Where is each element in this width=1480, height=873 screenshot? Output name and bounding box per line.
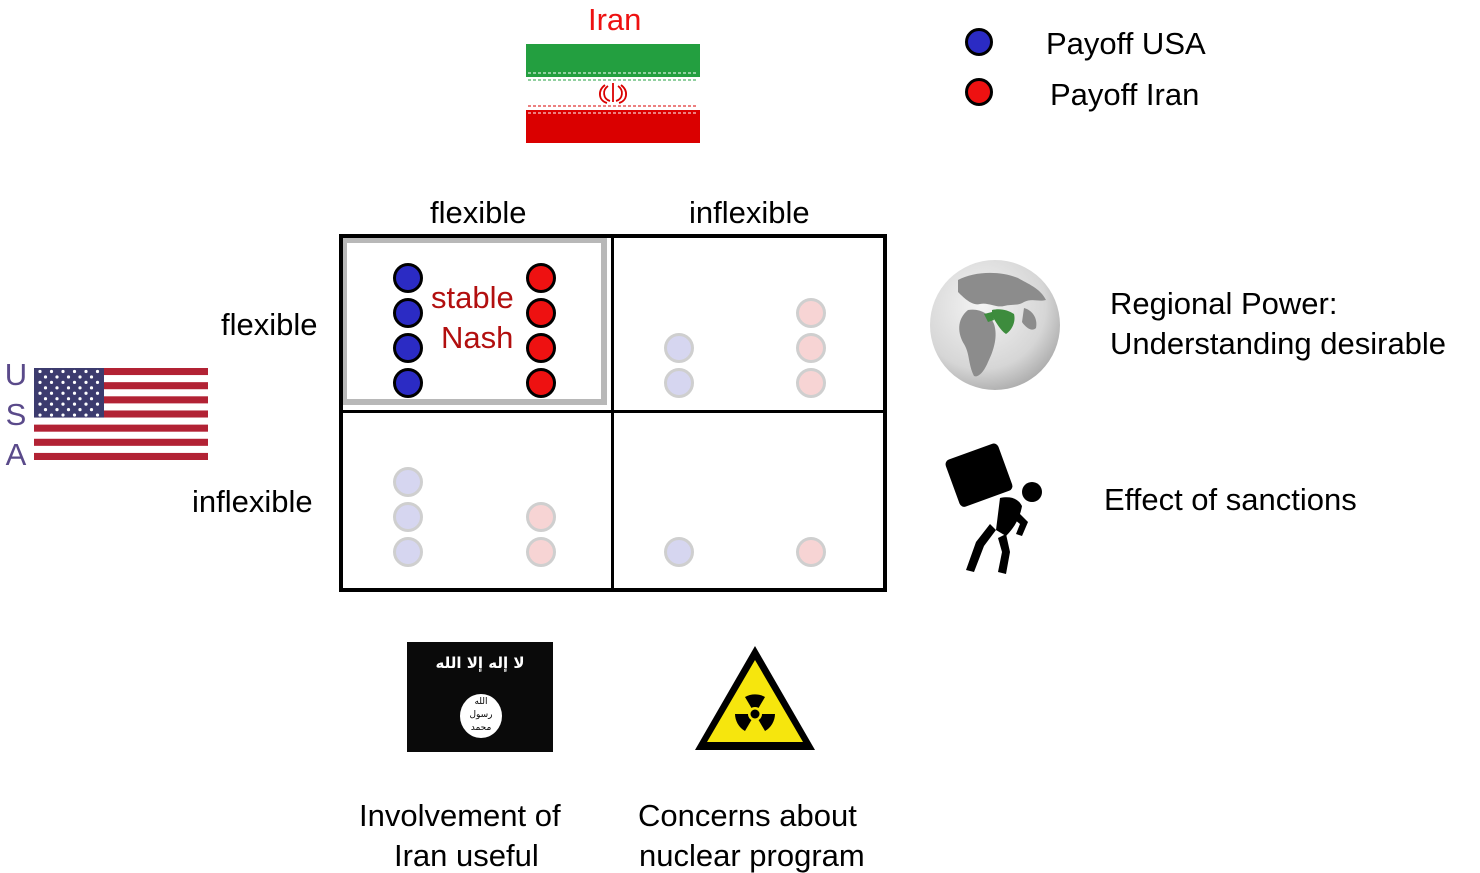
iran-flag-icon xyxy=(526,44,700,143)
isis-flag-seal: الله رسول محمد xyxy=(460,694,502,738)
usa-payoff-marker xyxy=(393,333,423,363)
iran-payoff-marker xyxy=(526,298,556,328)
usa-payoff-marker xyxy=(393,467,423,497)
isis-seal-line1: الله xyxy=(474,697,488,707)
legend-usa-marker xyxy=(965,28,993,56)
burden-carrier-icon xyxy=(945,443,1042,574)
usa-letter-a: A xyxy=(5,437,27,472)
sanctions-label: Effect of sanctions xyxy=(1104,482,1357,517)
nash-label-line2: Nash xyxy=(441,320,514,355)
iran-player-label: Iran xyxy=(588,2,642,37)
isis-flag-icon: لا إله إلا الله الله رسول محمد xyxy=(407,642,553,752)
iran-payoff-marker xyxy=(526,368,556,398)
regional-power-title: Regional Power: xyxy=(1110,286,1338,321)
nash-highlight-box xyxy=(341,237,607,405)
iran-payoff-marker xyxy=(526,263,556,293)
usa-player-label: U S A xyxy=(2,355,30,475)
iran-payoff-marker xyxy=(526,333,556,363)
iran-payoff-marker xyxy=(796,333,826,363)
usa-payoff-marker xyxy=(393,502,423,532)
column-header-flexible: flexible xyxy=(430,195,527,230)
matrix-border-right xyxy=(883,234,887,592)
radiation-warning-icon xyxy=(695,646,815,750)
nuclear-label-line2: nuclear program xyxy=(639,838,865,873)
row-header-flexible: flexible xyxy=(221,307,318,342)
iran-payoff-marker xyxy=(796,298,826,328)
iran-payoff-marker xyxy=(796,537,826,567)
usa-payoff-marker xyxy=(393,537,423,567)
iran-payoff-marker xyxy=(526,502,556,532)
matrix-border-left xyxy=(339,234,343,592)
usa-payoff-marker xyxy=(393,298,423,328)
iran-payoff-marker xyxy=(796,368,826,398)
isis-label-line2: Iran useful xyxy=(394,838,539,873)
globe-icon xyxy=(930,260,1060,390)
legend-iran-label: Payoff Iran xyxy=(1050,77,1200,112)
usa-letter-s: S xyxy=(5,397,27,432)
nash-label-line1: stable xyxy=(431,280,514,315)
isis-seal-line2: رسول xyxy=(469,710,493,720)
nuclear-label-line1: Concerns about xyxy=(638,798,857,833)
usa-letter-u: U xyxy=(4,357,28,392)
row-header-inflexible: inflexible xyxy=(192,484,313,519)
matrix-divider-vertical xyxy=(611,234,614,592)
usa-payoff-marker xyxy=(664,368,694,398)
usa-payoff-marker xyxy=(393,263,423,293)
column-header-inflexible: inflexible xyxy=(689,195,810,230)
legend-iran-marker xyxy=(965,78,993,106)
regional-power-subtitle: Understanding desirable xyxy=(1110,326,1447,361)
isis-flag-top-script: لا إله إلا الله xyxy=(435,654,525,672)
iran-payoff-marker xyxy=(526,537,556,567)
legend-usa-label: Payoff USA xyxy=(1046,26,1206,61)
usa-payoff-marker xyxy=(664,333,694,363)
isis-seal-line3: محمد xyxy=(470,723,492,733)
payoff-matrix xyxy=(339,234,887,592)
isis-label-line1: Involvement of xyxy=(359,798,561,833)
usa-payoff-marker xyxy=(664,537,694,567)
matrix-divider-horizontal xyxy=(339,410,887,413)
usa-flag-icon xyxy=(34,368,208,460)
usa-payoff-marker xyxy=(393,368,423,398)
